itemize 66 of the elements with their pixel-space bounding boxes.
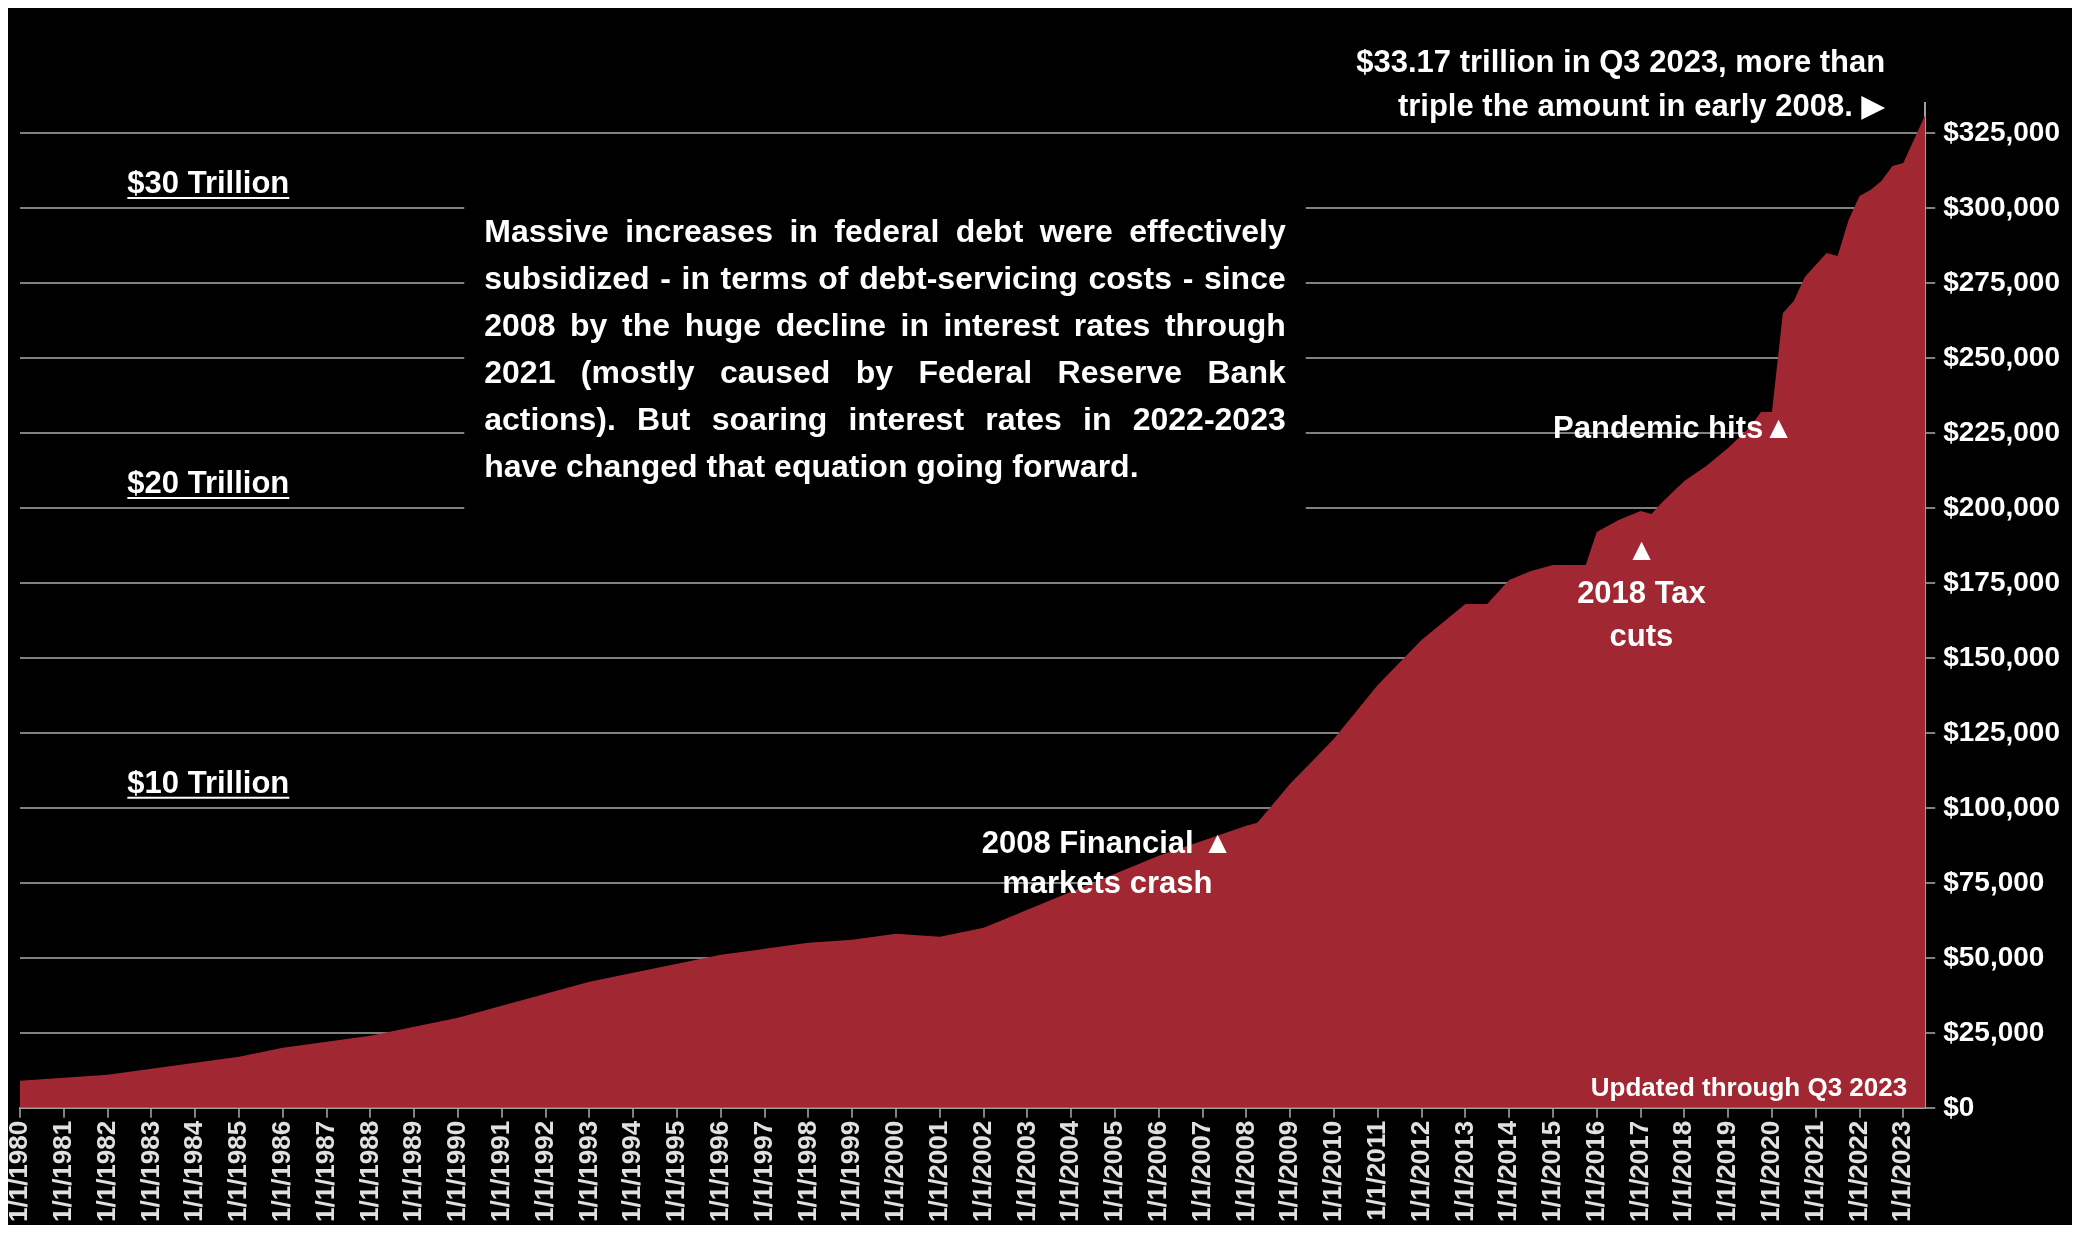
x-tick-label: 1/1/2015 — [1536, 1120, 1567, 1223]
x-tick-label: 1/1/2013 — [1448, 1120, 1479, 1223]
x-tick-label: 1/1/2014 — [1492, 1120, 1523, 1223]
x-tick-label: 1/1/1989 — [397, 1120, 428, 1223]
y-tick-label: $200,000 — [1943, 490, 2061, 522]
annotation: Pandemic hits▲ — [1553, 410, 1794, 446]
x-tick-label: 1/1/1998 — [791, 1120, 822, 1223]
x-tick-label: 1/1/1980 — [3, 1120, 34, 1223]
annotation: $30 Trillion — [127, 164, 290, 200]
x-tick-label: 1/1/2006 — [1141, 1120, 1172, 1223]
annotation: Updated through Q3 2023 — [1590, 1071, 1908, 1102]
x-tick-label: 1/1/1983 — [134, 1120, 165, 1223]
x-tick-label: 1/1/2008 — [1229, 1120, 1260, 1223]
y-tick-label: $325,000 — [1943, 115, 2061, 147]
x-tick-label: 1/1/1992 — [528, 1120, 559, 1223]
annotation: ▲ 2018 Tax cuts — [1577, 532, 1707, 654]
x-tick-label: 1/1/2019 — [1711, 1120, 1742, 1223]
x-tick-label: 1/1/1984 — [178, 1120, 209, 1223]
x-tick-label: 1/1/1985 — [222, 1120, 253, 1223]
x-tick-label: 1/1/2020 — [1755, 1120, 1786, 1223]
x-tick-label: 1/1/2005 — [1098, 1120, 1129, 1223]
x-tick-label: 1/1/2002 — [966, 1120, 997, 1223]
y-tick-label: $0 — [1943, 1090, 1975, 1122]
x-tick-label: 1/1/2007 — [1185, 1120, 1216, 1223]
x-tick-label: 1/1/2021 — [1798, 1120, 1829, 1223]
y-tick-label: $75,000 — [1943, 865, 2045, 897]
x-tick-label: 1/1/2011 — [1360, 1120, 1391, 1221]
x-tick-label: 1/1/2018 — [1667, 1120, 1698, 1223]
x-tick-label: 1/1/1994 — [616, 1120, 647, 1223]
y-tick-label: $275,000 — [1943, 265, 2061, 297]
x-tick-label: 1/1/1982 — [90, 1120, 121, 1223]
annotation: $10 Trillion — [127, 764, 290, 800]
y-tick-label: $300,000 — [1943, 190, 2061, 222]
x-tick-label: 1/1/1999 — [835, 1120, 866, 1223]
y-tick-label: $25,000 — [1943, 1015, 2045, 1047]
text: Massive increases in federal debt were effectively subsidized - in terms of debt-servicing costs - since 2008 by the huge decline in interest rates through 2021 (mostly caused by Federal Reserve Bank actions). But soaring interest rates in 2022-2023 have changed that equation going forward. — [484, 212, 1286, 484]
x-tick-label: 1/1/1991 — [484, 1120, 515, 1223]
y-tick-label: $175,000 — [1943, 565, 2061, 597]
x-tick-label: 1/1/1996 — [703, 1120, 734, 1223]
x-tick-label: 1/1/2016 — [1579, 1120, 1610, 1223]
x-tick-label: 1/1/2022 — [1842, 1120, 1873, 1223]
y-tick-label: $100,000 — [1943, 790, 2061, 822]
annotation: $20 Trillion — [127, 464, 290, 500]
x-tick-label: 1/1/1997 — [747, 1120, 778, 1223]
y-tick-label: $50,000 — [1943, 940, 2045, 972]
x-tick-label: 1/1/2012 — [1404, 1120, 1435, 1223]
y-tick-label: $250,000 — [1943, 340, 2061, 372]
x-tick-label: 1/1/2003 — [1010, 1120, 1041, 1223]
x-tick-label: 1/1/2023 — [1886, 1120, 1917, 1223]
y-tick-label: $225,000 — [1943, 415, 2061, 447]
x-tick-label: 1/1/1981 — [46, 1120, 77, 1223]
x-tick-label: 1/1/2000 — [879, 1120, 910, 1223]
x-tick-label: 1/1/2017 — [1623, 1120, 1654, 1223]
x-tick-label: 1/1/2010 — [1317, 1120, 1348, 1223]
x-tick-label: 1/1/1987 — [309, 1120, 340, 1223]
x-tick-label: 1/1/1993 — [572, 1120, 603, 1223]
x-tick-label: 1/1/1990 — [441, 1120, 472, 1223]
x-tick-label: 1/1/2009 — [1273, 1120, 1304, 1223]
y-tick-label: $150,000 — [1943, 640, 2061, 672]
y-tick-label: $125,000 — [1943, 715, 2061, 747]
x-tick-label: 1/1/1986 — [265, 1120, 296, 1223]
x-tick-label: 1/1/1988 — [353, 1120, 384, 1223]
x-tick-label: 1/1/2001 — [922, 1120, 953, 1223]
x-tick-label: 1/1/2004 — [1054, 1120, 1085, 1223]
annotation: $33.17 trillion in Q3 2023, more than triple the amount in early 2008. ▶ — [1356, 43, 1886, 123]
x-tick-label: 1/1/1995 — [660, 1120, 691, 1223]
